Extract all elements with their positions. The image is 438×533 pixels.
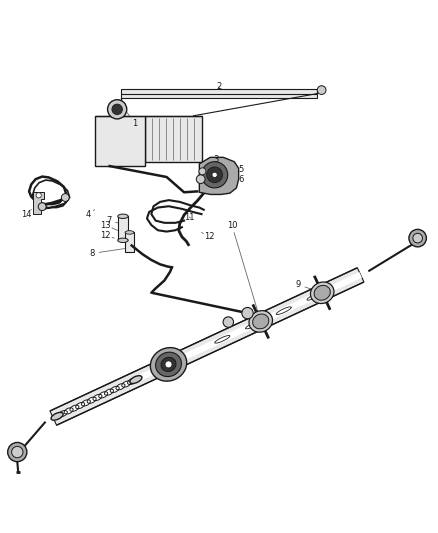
Ellipse shape [311, 282, 334, 304]
Text: 4: 4 [85, 211, 91, 220]
Ellipse shape [253, 314, 269, 329]
Circle shape [12, 446, 23, 458]
Polygon shape [199, 157, 239, 195]
Polygon shape [33, 192, 44, 214]
Ellipse shape [125, 231, 134, 234]
Text: 2: 2 [216, 82, 222, 91]
Text: 3: 3 [213, 155, 218, 164]
Circle shape [36, 193, 41, 198]
Text: 6: 6 [238, 175, 244, 184]
Text: 9: 9 [296, 280, 301, 289]
Bar [118, 216, 128, 240]
Text: 10: 10 [227, 221, 237, 230]
Polygon shape [50, 268, 364, 425]
Circle shape [196, 175, 205, 183]
Circle shape [165, 361, 172, 368]
Ellipse shape [150, 348, 187, 381]
Circle shape [38, 203, 46, 211]
Polygon shape [121, 89, 317, 98]
Ellipse shape [130, 376, 142, 384]
Text: 5: 5 [238, 165, 244, 174]
Circle shape [212, 172, 217, 177]
Ellipse shape [161, 357, 176, 372]
Polygon shape [52, 272, 362, 421]
Text: 7: 7 [106, 216, 112, 225]
Circle shape [8, 442, 27, 462]
Bar [125, 232, 134, 252]
Circle shape [108, 100, 127, 119]
Ellipse shape [155, 352, 181, 377]
Bar [145, 116, 201, 161]
Circle shape [112, 104, 122, 115]
Ellipse shape [51, 413, 63, 420]
Text: 12: 12 [100, 231, 111, 239]
Circle shape [317, 86, 326, 94]
Bar [95, 116, 145, 166]
Ellipse shape [118, 214, 128, 219]
Ellipse shape [314, 285, 330, 300]
Ellipse shape [249, 311, 272, 332]
Text: 13: 13 [100, 221, 111, 230]
Circle shape [413, 233, 423, 243]
Circle shape [199, 168, 206, 175]
Text: 12: 12 [204, 232, 215, 241]
Circle shape [242, 308, 253, 319]
Text: 11: 11 [184, 213, 194, 222]
Text: 14: 14 [21, 211, 31, 220]
Circle shape [201, 161, 228, 188]
Text: 1: 1 [133, 119, 138, 128]
Circle shape [61, 193, 69, 201]
Circle shape [409, 229, 426, 247]
Text: 8: 8 [90, 249, 95, 258]
Circle shape [223, 317, 233, 327]
Circle shape [207, 167, 223, 183]
Ellipse shape [118, 238, 128, 243]
